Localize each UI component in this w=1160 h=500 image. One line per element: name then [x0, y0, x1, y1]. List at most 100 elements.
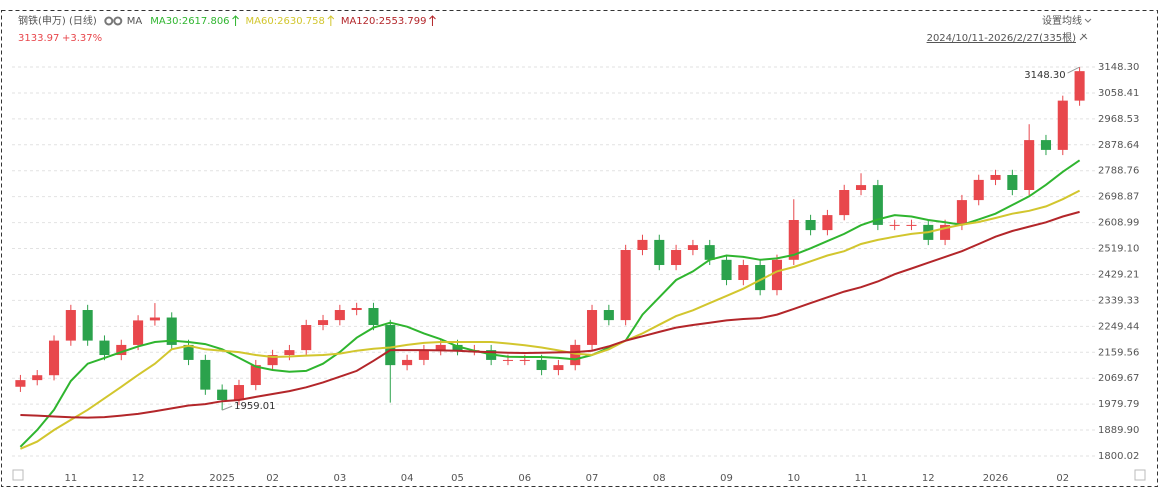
candle-body	[334, 310, 345, 321]
range-label[interactable]: 2024/10/11-2026/2/27(335根)	[927, 31, 1077, 44]
candle-body	[603, 310, 614, 321]
candle-body	[536, 359, 547, 371]
y-tick-label: 2249.44	[1098, 321, 1139, 332]
gear-icon	[104, 16, 114, 26]
ma-line	[19, 159, 1081, 448]
pin-icon[interactable]	[1079, 33, 1088, 41]
settings-button[interactable]: 设置均线	[1042, 14, 1082, 27]
candle-body	[418, 350, 429, 360]
y-tick-label: 3058.41	[1098, 88, 1139, 99]
candle-body	[637, 239, 648, 251]
candle-body	[48, 340, 60, 376]
y-tick-label: 2339.33	[1098, 295, 1139, 306]
x-tick-label: 09	[720, 473, 733, 484]
candle-body	[805, 220, 816, 231]
y-tick-label: 2069.67	[1098, 373, 1139, 384]
y-tick-label: 2159.56	[1098, 347, 1139, 358]
candle-body	[1057, 100, 1068, 150]
candle-body	[704, 245, 715, 260]
candle-body	[82, 310, 93, 341]
x-tick-label: 11	[855, 473, 868, 484]
scroll-left[interactable]	[12, 469, 24, 481]
y-tick-label: 3148.30	[1098, 62, 1139, 73]
candle-body	[65, 310, 76, 341]
candle-body	[553, 365, 564, 371]
candle-body	[586, 310, 598, 345]
y-tick-label: 2429.21	[1098, 269, 1139, 280]
candle-body	[32, 375, 43, 381]
annotation: 3148.30	[1024, 70, 1065, 81]
scroll-right[interactable]	[1134, 469, 1146, 481]
candle-body	[771, 259, 783, 291]
candle-body	[217, 389, 228, 401]
candle-body	[502, 359, 514, 361]
y-tick-label: 2968.53	[1098, 114, 1139, 125]
y-tick-label: 2698.87	[1098, 192, 1139, 203]
candle-body	[368, 307, 379, 326]
legend-arrow	[429, 15, 436, 26]
y-tick-label: 2519.10	[1098, 244, 1139, 255]
legend-entry: MA30:2617.806	[150, 16, 229, 27]
candle-body	[570, 344, 581, 366]
candle-body	[855, 185, 867, 191]
candle-body	[250, 365, 261, 386]
x-tick-label: 2026	[983, 473, 1008, 484]
candle-body	[519, 359, 530, 361]
candle-body	[721, 259, 732, 281]
candle-body	[788, 220, 799, 260]
candle-body	[317, 320, 329, 326]
candle-body	[402, 359, 413, 366]
x-tick-label: 11	[64, 473, 77, 484]
candle-body	[200, 359, 211, 390]
gear-icon	[113, 16, 123, 26]
candle-body	[183, 344, 194, 360]
y-tick-label: 2608.99	[1098, 218, 1139, 229]
candle-body	[990, 174, 1001, 180]
candle-body	[738, 265, 749, 281]
annotation-leader	[1067, 66, 1080, 74]
candle-body	[452, 344, 463, 351]
candle-body	[822, 215, 833, 231]
ma-line	[20, 189, 1081, 450]
annotation-leader	[221, 405, 233, 411]
candle-body	[1007, 174, 1018, 191]
y-tick-label: 2788.76	[1098, 166, 1139, 177]
x-tick-label: 02	[266, 473, 279, 484]
legend-entry: MA120:2553.799	[341, 16, 427, 27]
legend-arrow	[232, 15, 239, 26]
x-tick-label: 04	[401, 473, 414, 484]
candle-body	[1040, 140, 1052, 150]
candle-body	[956, 200, 967, 225]
ma-line	[20, 210, 1080, 419]
candle-body	[166, 317, 177, 345]
y-tick-label: 2878.64	[1098, 140, 1139, 151]
candle-body	[233, 385, 245, 401]
x-tick-label: 03	[333, 473, 346, 484]
candle-body	[351, 307, 362, 311]
x-tick-label: 02	[1056, 473, 1069, 484]
candle-body	[839, 190, 850, 216]
x-tick-label: 06	[518, 473, 531, 484]
x-tick-label: 12	[922, 473, 935, 484]
x-tick-label: 12	[132, 473, 145, 484]
annotation: 1959.01	[234, 401, 275, 412]
y-tick-label: 1979.79	[1098, 399, 1139, 410]
legend-entry: MA60:2630.758	[246, 16, 325, 27]
candle-body	[385, 325, 396, 366]
candle-body	[906, 224, 917, 226]
candle-body	[889, 224, 900, 226]
candle-body	[671, 250, 682, 266]
candle-body	[620, 250, 631, 321]
candle-body	[284, 350, 295, 356]
candle-body	[99, 340, 110, 356]
legend-arrow	[327, 15, 335, 26]
candle-body	[940, 224, 951, 240]
x-tick-label: 07	[586, 473, 599, 484]
y-tick-label: 1800.02	[1098, 451, 1139, 462]
y-tick-label: 1889.90	[1098, 425, 1139, 436]
ma-label: MA	[127, 16, 143, 27]
candle-body	[973, 179, 984, 201]
chart-title: 钢铁(申万) (日线)	[18, 14, 97, 27]
candle-body	[15, 380, 26, 387]
